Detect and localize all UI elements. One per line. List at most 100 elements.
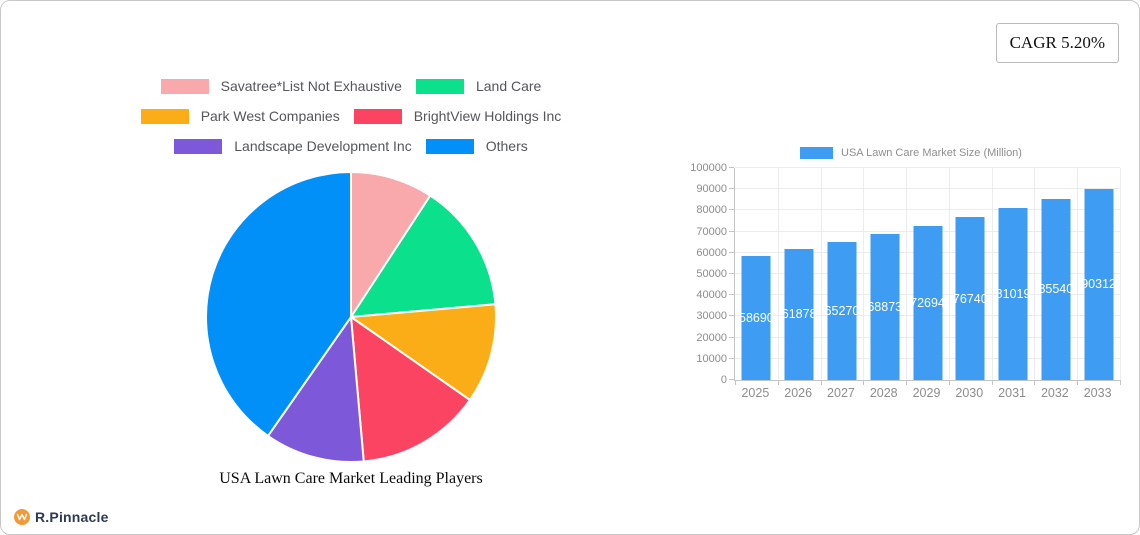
x-axis-tick-mark xyxy=(991,380,993,385)
pie-slice-3[interactable] xyxy=(350,316,471,463)
cagr-badge: CAGR 5.20% xyxy=(995,23,1119,63)
bar-2026[interactable]: 61878 xyxy=(782,248,817,380)
bar-value-label: 85540 xyxy=(1038,282,1074,297)
x-axis-tick-mark xyxy=(1077,380,1079,385)
pie-legend-swatch xyxy=(140,108,189,124)
pie-slice-2[interactable] xyxy=(350,303,497,401)
x-axis-tick-mark xyxy=(1120,380,1121,385)
x-axis-label-2025: 2025 xyxy=(741,386,770,400)
pie-legend-item-1[interactable]: Land Care xyxy=(415,78,542,94)
x-axis-tick-mark xyxy=(863,380,865,385)
bar-2028[interactable]: 68873 xyxy=(867,234,903,380)
pie-legend-item-4[interactable]: Landscape Development Inc xyxy=(174,138,412,154)
y-axis-tick-label: 0 xyxy=(720,374,727,386)
pie-legend-item-2[interactable]: Park West Companies xyxy=(140,108,340,124)
y-axis-tick-label: 50000 xyxy=(696,268,727,280)
gridline-horizontal xyxy=(735,188,1120,190)
bar-2030[interactable]: 76740 xyxy=(952,217,988,380)
bar-chart-x-axis-labels: 2025 2026 2027 2028 2029 2030 2031 2032 2033 xyxy=(734,386,1119,400)
x-axis-tick-mark xyxy=(777,380,779,385)
bar-2025[interactable]: 58690 xyxy=(738,255,774,380)
gridline-vertical xyxy=(820,168,822,380)
brand-logo-icon xyxy=(14,509,30,525)
bar-chart-section: USA Lawn Care Market Size (Million) 0 100… xyxy=(690,147,1124,418)
y-axis-tick-label: 20000 xyxy=(696,331,727,344)
x-axis-tick-mark xyxy=(906,380,908,385)
x-axis-label-2031: 2031 xyxy=(998,386,1026,400)
pie-legend-swatch xyxy=(174,138,223,154)
y-axis-tick-mark xyxy=(729,379,734,380)
pie-legend-label: Others xyxy=(485,138,528,154)
y-axis-tick-mark xyxy=(729,273,734,274)
gridline-vertical xyxy=(1077,168,1079,380)
x-axis-label-2028: 2028 xyxy=(869,386,898,400)
y-axis-tick-mark xyxy=(729,336,734,338)
bar-2033[interactable]: 90312 xyxy=(1081,188,1116,380)
bar-legend-label: USA Lawn Care Market Size (Million) xyxy=(841,147,1022,159)
x-axis-label-2033: 2033 xyxy=(1083,386,1112,400)
x-axis-tick-mark xyxy=(1034,380,1036,385)
pie-legend-item-3[interactable]: BrightView Holdings Inc xyxy=(353,108,562,124)
y-axis-tick-mark xyxy=(729,209,734,211)
x-axis-label-2032: 2032 xyxy=(1040,386,1069,400)
gridline-vertical xyxy=(906,168,908,380)
pie-chart-title: USA Lawn Care Market Leading Players xyxy=(219,470,483,487)
x-axis-tick-mark xyxy=(820,380,822,385)
gridline-vertical xyxy=(1034,168,1036,380)
brand-footer: R.Pinnacle xyxy=(14,509,109,525)
y-axis-tick-label: 100000 xyxy=(690,162,727,174)
y-axis-tick-mark xyxy=(729,251,734,253)
pie-legend-item-0[interactable]: Savatree*List Not Exhaustive xyxy=(160,78,402,94)
y-axis-tick-mark xyxy=(729,315,734,317)
pie-slice-4[interactable] xyxy=(267,316,365,463)
pie-legend-swatch xyxy=(415,78,464,94)
bar-2031[interactable]: 81019 xyxy=(996,208,1030,380)
pie-legend-label: Park West Companies xyxy=(200,108,340,124)
bar-value-label: 76740 xyxy=(952,291,988,306)
bar-chart-plot-area: 0 10000 20000 30000 40000 50000 60000 70000 8000… xyxy=(690,162,1121,386)
pie-legend-label: Savatree*List Not Exhaustive xyxy=(220,78,402,94)
bar-2032[interactable]: 85540 xyxy=(1038,198,1074,380)
pie-legend-row: Savatree*List Not Exhaustive Land Care xyxy=(160,78,542,94)
y-axis-tick-mark xyxy=(729,294,734,296)
pie-slice-1[interactable] xyxy=(350,194,497,318)
gridline-horizontal xyxy=(735,167,1120,168)
y-axis-tick-label: 70000 xyxy=(696,225,727,238)
y-axis-tick-mark xyxy=(729,230,734,232)
bar-chart-legend-item[interactable]: USA Lawn Care Market Size (Million) xyxy=(698,147,1124,159)
bar-2027[interactable]: 65270 xyxy=(825,241,859,380)
bar-legend-swatch xyxy=(800,147,834,159)
x-axis-label-2030: 2030 xyxy=(955,386,984,400)
pie-legend-item-5[interactable]: Others xyxy=(425,138,528,154)
pie-chart-section: Savatree*List Not Exhaustive Land Care Par… xyxy=(56,78,646,488)
x-axis-tick-mark xyxy=(735,380,736,385)
y-axis-tick-label: 80000 xyxy=(696,204,727,217)
gridline-vertical xyxy=(948,168,950,380)
pie-chart xyxy=(205,171,497,463)
y-axis-tick-mark xyxy=(729,167,734,168)
x-axis-label-2029: 2029 xyxy=(912,386,941,400)
pie-legend-row: Park West Companies BrightView Holdings I… xyxy=(140,108,562,124)
x-axis-label-2027: 2027 xyxy=(827,386,855,400)
pie-slice-5[interactable] xyxy=(205,171,352,437)
gridline-horizontal xyxy=(735,209,1120,211)
brand-name: R.Pinnacle xyxy=(35,509,109,525)
y-axis-tick-label: 40000 xyxy=(696,289,727,302)
bar-2029[interactable]: 72694 xyxy=(910,225,945,380)
bar-value-label: 58690 xyxy=(738,310,774,325)
pie-legend-label: Land Care xyxy=(475,78,542,94)
pie-legend-row: Landscape Development Inc Others xyxy=(174,138,528,154)
y-axis-tick-label: 60000 xyxy=(696,246,727,259)
pie-legend-label: BrightView Holdings Inc xyxy=(413,108,562,124)
pie-legend: Savatree*List Not Exhaustive Land Care Par… xyxy=(56,78,646,154)
pie-legend-label: Landscape Development Inc xyxy=(234,138,412,154)
y-axis-tick-label: 30000 xyxy=(696,310,727,323)
x-axis-label-2026: 2026 xyxy=(784,386,813,400)
pie-slice-0[interactable] xyxy=(350,171,432,318)
y-axis-tick-label: 90000 xyxy=(696,183,727,196)
gridline-vertical xyxy=(1120,168,1121,380)
bar-chart: 0 10000 20000 30000 40000 50000 60000 70000 8000… xyxy=(690,162,1124,418)
bar-value-label: 68873 xyxy=(867,300,903,314)
y-axis-tick-label: 10000 xyxy=(696,352,727,365)
